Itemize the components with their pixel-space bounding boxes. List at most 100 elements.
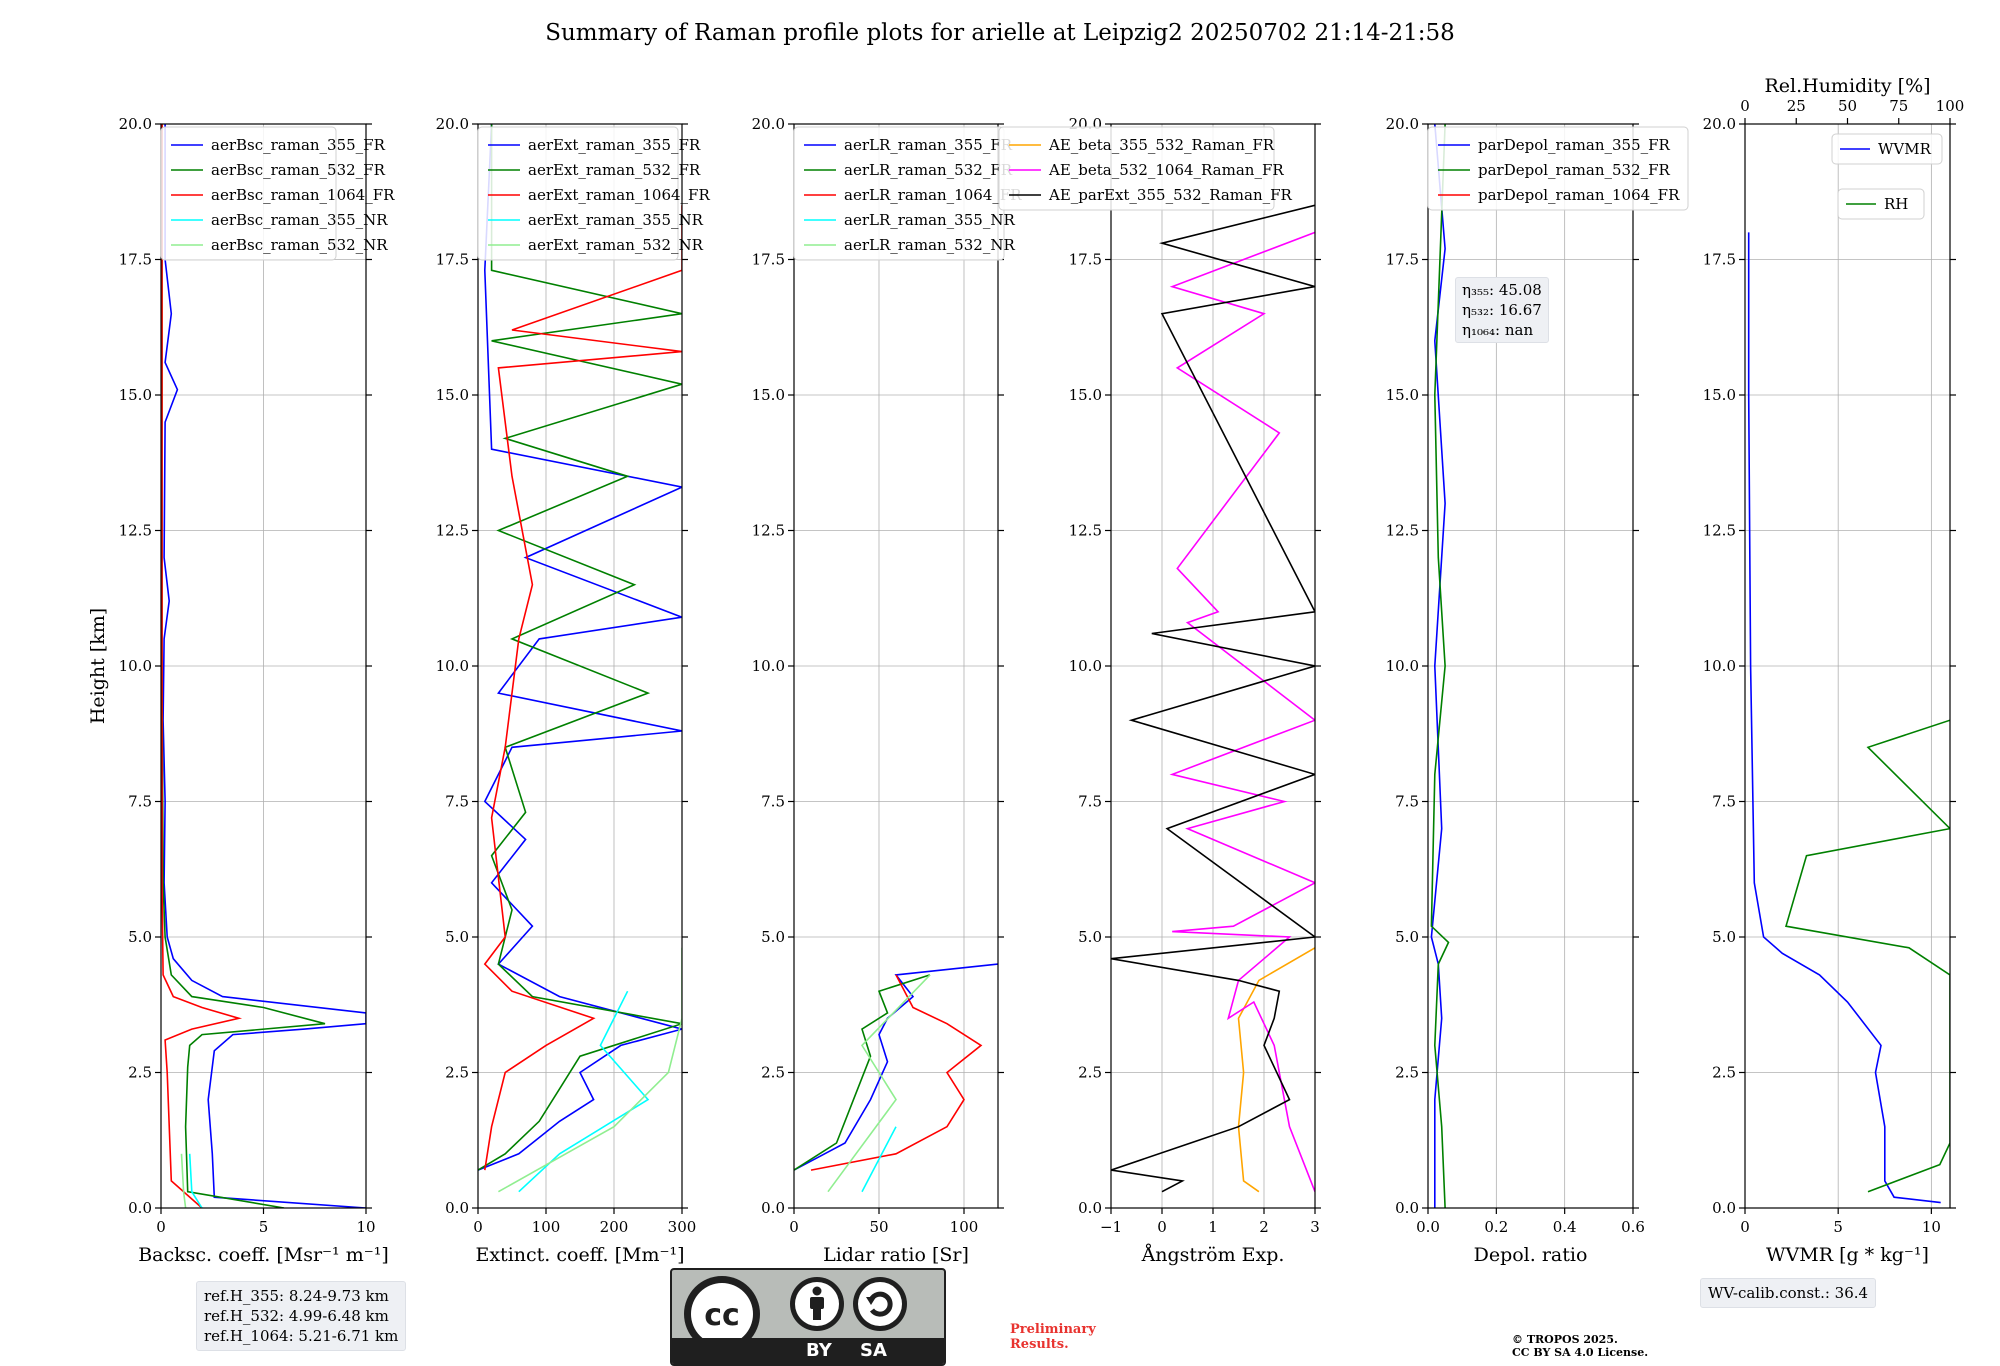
legend-label: parDepol_raman_355_FR xyxy=(1478,136,1671,154)
legend-label: aerLR_raman_355_NR xyxy=(844,211,1015,229)
y-tick-label: 20.0 xyxy=(436,115,469,133)
y-tick-label: 5.0 xyxy=(1712,928,1736,946)
y-tick-label: 12.5 xyxy=(119,522,152,540)
x-tick-label: −1 xyxy=(1100,1218,1122,1236)
eta-532: η₅₃₂: 16.67 xyxy=(1462,301,1542,319)
copyright-line-2: CC BY SA 4.0 License. xyxy=(1512,1346,1649,1359)
x-tick-label: 0 xyxy=(789,1218,799,1236)
legend-label: WVMR xyxy=(1878,140,1932,158)
figure-title: Summary of Raman profile plots for ariel… xyxy=(545,20,1455,46)
x-tick-label: 50 xyxy=(869,1218,888,1236)
y-tick-label: 15.0 xyxy=(752,386,785,404)
eta-1064: η₁₀₆₄: nan xyxy=(1462,321,1534,339)
legend-label: aerExt_raman_1064_FR xyxy=(528,186,710,204)
top-x-tick-label: 0 xyxy=(1740,97,1750,115)
y-tick-label: 17.5 xyxy=(752,251,785,269)
legend-wv-0: WVMR xyxy=(1831,133,1943,165)
series-line-aerLR_raman_1064_FR xyxy=(810,974,983,1171)
legend-wv-1: RH xyxy=(1837,188,1925,220)
svg-text:cc: cc xyxy=(704,1298,740,1333)
legend-bsc: aerBsc_raman_355_FR aerBsc_raman_532_FRae… xyxy=(160,126,395,261)
series-line-RH xyxy=(1784,719,1950,1193)
y-tick-label: 10.0 xyxy=(119,657,152,675)
y-tick-label: 15.0 xyxy=(1386,386,1419,404)
legend-label: AE_beta_532_1064_Raman_FR xyxy=(1048,161,1284,179)
legend-ae: AE_beta_355_532_Raman_FR AE_beta_532_1064… xyxy=(998,126,1293,211)
top-x-axis-label: Rel.Humidity [%] xyxy=(1764,75,1930,97)
y-tick-label: 7.5 xyxy=(1712,793,1736,811)
series-line-aerLR_raman_532_FR xyxy=(794,974,931,1171)
y-tick-label: 17.5 xyxy=(1386,251,1419,269)
y-tick-label: 17.5 xyxy=(119,251,152,269)
y-tick-label: 2.5 xyxy=(1712,1064,1736,1082)
y-tick-label: 0.0 xyxy=(1078,1199,1102,1217)
legend-lr: aerLR_raman_355_FR aerLR_raman_532_FR aerL… xyxy=(793,126,1022,261)
x-tick-label: 5 xyxy=(259,1218,269,1236)
series-line-aerLR_raman_355_NR xyxy=(861,1126,897,1193)
legend-label: aerBsc_raman_532_NR xyxy=(211,236,388,254)
y-tick-label: 12.5 xyxy=(1386,522,1419,540)
y-tick-label: 17.5 xyxy=(1703,251,1736,269)
panel-wv: 0.02.55.07.510.012.515.017.520.00 5 10WVMR… xyxy=(1703,75,1965,1266)
top-x-tick-label: 100 xyxy=(1936,97,1965,115)
x-tick-label: 1 xyxy=(1208,1218,1218,1236)
y-axis-label: Height [km] xyxy=(87,608,109,724)
y-tick-label: 7.5 xyxy=(128,793,152,811)
legend-label: parDepol_raman_532_FR xyxy=(1478,161,1671,179)
series-line-aerBsc_raman_355_FR xyxy=(162,124,366,1208)
wv-calib-box: WV-calib.const.: 36.4 xyxy=(1700,1278,1877,1308)
x-tick-label: 200 xyxy=(600,1218,629,1236)
y-tick-label: 20.0 xyxy=(119,115,152,133)
copyright-note: © TROPOS 2025. CC BY SA 4.0 License. xyxy=(1512,1333,1648,1359)
legend-label: aerBsc_raman_1064_FR xyxy=(211,186,395,204)
y-tick-label: 15.0 xyxy=(436,386,469,404)
legend-label: aerLR_raman_1064_FR xyxy=(844,186,1022,204)
x-tick-label: 2 xyxy=(1259,1218,1269,1236)
top-x-tick-label: 75 xyxy=(1889,97,1908,115)
y-tick-label: 5.0 xyxy=(445,928,469,946)
x-tick-label: 100 xyxy=(950,1218,979,1236)
y-tick-label: 0.0 xyxy=(1712,1199,1736,1217)
legend-box xyxy=(477,126,679,261)
y-tick-label: 17.5 xyxy=(436,251,469,269)
top-x-tick-label: 50 xyxy=(1838,97,1857,115)
x-tick-label: 100 xyxy=(532,1218,561,1236)
eta-calibration-box: η₃₅₅: 45.08 η₅₃₂: 16.67 η₁₀₆₄: nan xyxy=(1455,277,1549,343)
y-tick-label: 10.0 xyxy=(1386,657,1419,675)
cc-logo-icon: cc xyxy=(684,1276,907,1352)
x-tick-label: 0 xyxy=(1157,1218,1167,1236)
x-tick-label: 0.6 xyxy=(1621,1218,1645,1236)
y-tick-label: 10.0 xyxy=(1703,657,1736,675)
y-tick-label: 5.0 xyxy=(1395,928,1419,946)
y-tick-label: 10.0 xyxy=(752,657,785,675)
legend-label: aerExt_raman_355_NR xyxy=(528,211,704,229)
top-x-tick-label: 25 xyxy=(1787,97,1806,115)
panel-lr: 0.0 2.5 5.0 7.5 10.0 12.5 15.0 17.5 20.0 0 50 100 Li… xyxy=(752,115,1023,1266)
y-tick-label: 5.0 xyxy=(761,928,785,946)
series-line-aerExt_raman_532_NR xyxy=(498,947,682,1193)
legend-label: parDepol_raman_1064_FR xyxy=(1478,186,1680,204)
x-tick-label: 0 xyxy=(156,1218,166,1236)
y-tick-label: 17.5 xyxy=(1069,251,1102,269)
series-line-AE_beta_355_532_Raman_FR xyxy=(1237,947,1315,1193)
x-tick-label: 0 xyxy=(473,1218,483,1236)
x-axis-label: Ångström Exp. xyxy=(1141,1244,1285,1266)
reference-height-box: ref.H_355: 8.24-9.73 km ref.H_532: 4.99-… xyxy=(196,1281,407,1351)
series-line-aerBsc_raman_355_NR xyxy=(188,1153,203,1208)
y-tick-label: 5.0 xyxy=(1078,928,1102,946)
y-tick-label: 20.0 xyxy=(1703,115,1736,133)
y-tick-label: 7.5 xyxy=(445,793,469,811)
y-tick-label: 2.5 xyxy=(1078,1064,1102,1082)
x-axis-label: Lidar ratio [Sr] xyxy=(823,1244,969,1266)
y-tick-label: 20.0 xyxy=(1386,115,1419,133)
legend-box xyxy=(160,126,337,261)
legend-label: aerLR_raman_532_FR xyxy=(844,161,1013,179)
series-line-aerBsc_raman_532_FR xyxy=(161,124,326,1208)
legend-label: AE_parExt_355_532_Raman_FR xyxy=(1048,186,1293,204)
wv-calib-const: WV-calib.const.: 36.4 xyxy=(1708,1284,1869,1302)
series-line-WVMR xyxy=(1747,232,1941,1204)
legend-depol: parDepol_raman_355_FR parDepol_raman_532_… xyxy=(1427,126,1689,211)
series-line-AE_beta_532_1064_Raman_FR xyxy=(1169,231,1315,1192)
x-axis-label: WVMR [g * kg⁻¹] xyxy=(1766,1244,1929,1266)
